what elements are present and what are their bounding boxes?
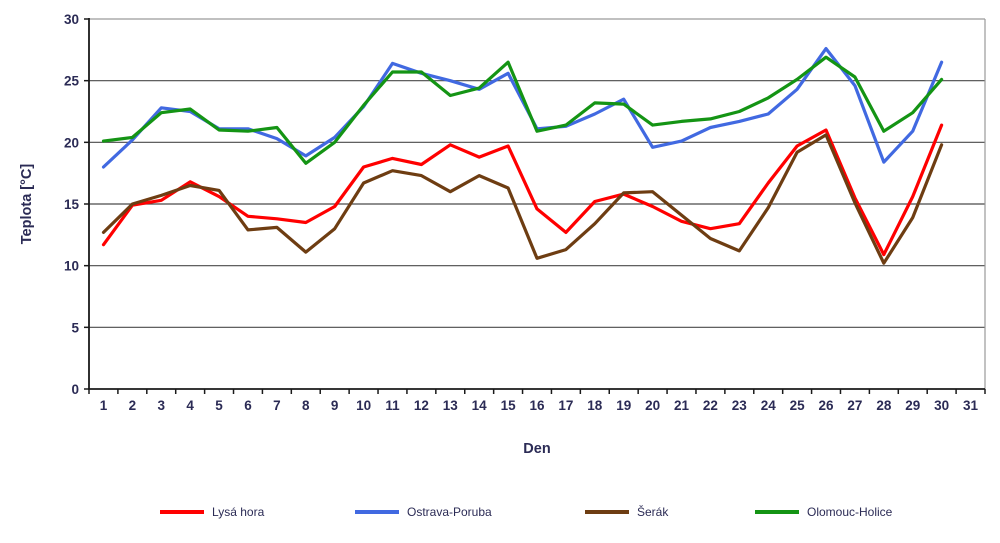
y-tick-label: 25 — [64, 74, 80, 89]
x-tick-label: 29 — [905, 398, 920, 413]
x-tick-label: 7 — [273, 398, 281, 413]
x-tick-label: 8 — [302, 398, 310, 413]
x-tick-label: 21 — [674, 398, 690, 413]
x-tick-label: 2 — [129, 398, 137, 413]
x-tick-label: 11 — [385, 398, 400, 413]
legend-label: Olomouc-Holice — [807, 505, 893, 519]
x-tick-label: 31 — [963, 398, 979, 413]
x-tick-label: 10 — [356, 398, 371, 413]
x-tick-label: 13 — [443, 398, 459, 413]
x-tick-label: 18 — [587, 398, 603, 413]
x-tick-label: 26 — [819, 398, 835, 413]
x-tick-label: 5 — [215, 398, 223, 413]
x-tick-label: 15 — [501, 398, 517, 413]
y-tick-label: 10 — [64, 259, 79, 274]
legend-swatch-brown-line — [585, 510, 629, 514]
legend-item-ostrava-poruba: Ostrava-Poruba — [355, 503, 492, 521]
series-line-Ostrava-Poruba — [101, 46, 944, 169]
y-tick-label: 20 — [64, 135, 79, 150]
x-tick-label: 16 — [529, 398, 545, 413]
x-tick-label: 12 — [414, 398, 429, 413]
legend-item-lysa-hora: Lysá hora — [160, 503, 264, 521]
x-tick-label: 17 — [558, 398, 573, 413]
y-tick-label: 0 — [71, 382, 79, 397]
y-tick-label: 5 — [71, 320, 79, 335]
x-tick-label: 30 — [934, 398, 949, 413]
x-tick-label: 3 — [158, 398, 166, 413]
x-tick-label: 20 — [645, 398, 660, 413]
x-axis-title: Den — [523, 441, 551, 457]
legend-swatch-green-line — [755, 510, 799, 514]
x-tick-label: 22 — [703, 398, 718, 413]
x-tick-label: 28 — [876, 398, 892, 413]
x-tick-label: 27 — [847, 398, 862, 413]
legend-item-serak: Šerák — [585, 503, 668, 521]
x-tick-label: 6 — [244, 398, 252, 413]
x-tick-label: 14 — [472, 398, 488, 413]
legend-item-olomouc-holice: Olomouc-Holice — [755, 503, 892, 521]
legend-swatch-red-line — [160, 510, 204, 514]
x-tick-label: 24 — [761, 398, 777, 413]
series-line-Lysá hora — [101, 123, 944, 257]
y-tick-label: 30 — [64, 12, 79, 27]
x-tick-label: 19 — [616, 398, 631, 413]
legend-swatch-blue-line — [355, 510, 399, 514]
x-tick-label: 9 — [331, 398, 339, 413]
series-line-Šerák — [101, 133, 944, 265]
y-axis-title: Teplota [°C] — [19, 163, 35, 245]
legend-label: Lysá hora — [212, 505, 265, 519]
x-tick-label: 25 — [790, 398, 806, 413]
y-tick-label: 15 — [64, 197, 80, 212]
x-tick-label: 23 — [732, 398, 748, 413]
x-tick-label: 4 — [186, 398, 194, 413]
x-tick-label: 1 — [100, 398, 108, 413]
series-line-Olomouc-Holice — [101, 55, 944, 165]
chart-legend: Lysá hora Ostrava-Poruba Šerák Olomouc-H… — [0, 503, 1000, 525]
legend-label: Ostrava-Poruba — [407, 505, 492, 519]
legend-label: Šerák — [637, 505, 669, 519]
